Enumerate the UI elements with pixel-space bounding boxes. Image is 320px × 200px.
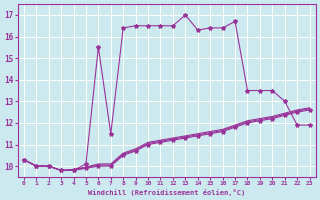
X-axis label: Windchill (Refroidissement éolien,°C): Windchill (Refroidissement éolien,°C) bbox=[88, 189, 245, 196]
